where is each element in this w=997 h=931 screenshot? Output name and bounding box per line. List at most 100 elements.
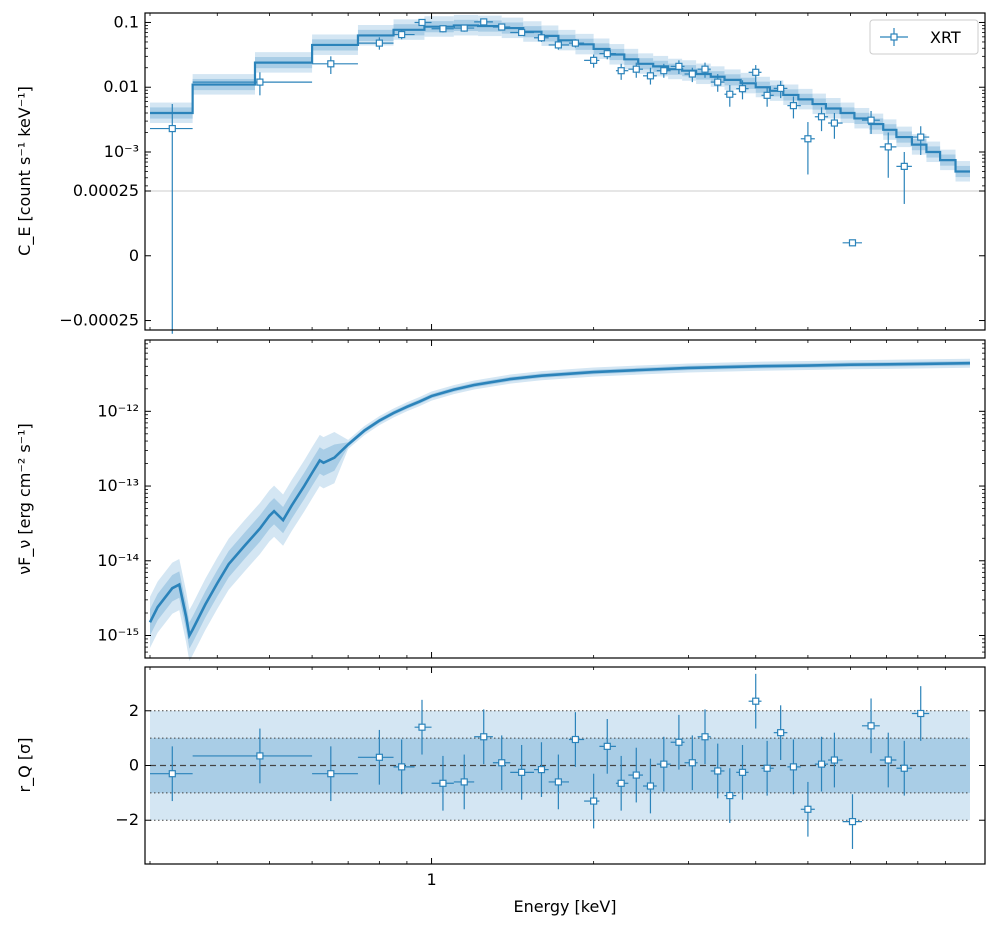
data-marker	[554, 778, 562, 786]
residual-data-point	[192, 728, 313, 784]
data-marker	[460, 24, 468, 32]
counts-data-point	[773, 80, 788, 99]
data-marker	[256, 78, 264, 86]
data-marker	[537, 766, 546, 774]
counts-data-point	[584, 54, 600, 68]
data-marker	[418, 723, 426, 731]
data-marker	[900, 162, 908, 170]
data-marker	[168, 770, 176, 778]
data-marker	[327, 770, 335, 778]
data-marker	[726, 791, 734, 800]
data-marker	[867, 722, 875, 730]
counts-y-axis-label: C_E [count s⁻¹ keV⁻¹]	[15, 86, 35, 256]
data-marker	[738, 85, 747, 93]
data-marker	[590, 797, 598, 805]
counts-data-point	[896, 152, 912, 204]
data-marker	[537, 34, 546, 42]
counts-y-tick-label: 10⁻³	[104, 142, 139, 161]
counts-data-point	[724, 85, 737, 107]
counts-data-point	[357, 37, 394, 50]
data-marker	[884, 143, 892, 151]
data-marker	[632, 771, 640, 779]
legend: XRT	[869, 19, 979, 55]
data-marker	[752, 68, 760, 76]
residual-data-point	[761, 740, 774, 796]
nufnu-band-outer	[150, 358, 970, 662]
data-marker	[777, 84, 785, 92]
residual-data-point	[357, 729, 394, 785]
counts-y-tick-label: −0.00025	[59, 311, 139, 330]
counts-data-point	[787, 96, 801, 119]
residual-data-point	[724, 768, 737, 823]
nufnu-band-inner	[150, 361, 970, 649]
data-marker	[646, 72, 655, 80]
residuals-panel-frame	[144, 666, 986, 865]
nufnu-y-tick-label: 10⁻¹⁴	[97, 551, 139, 570]
counts-data-point	[393, 30, 415, 40]
residual-data-point	[615, 755, 629, 811]
residual-data-point	[628, 747, 643, 803]
data-marker	[804, 135, 812, 143]
residual-data-point	[568, 712, 585, 767]
residual-data-point	[642, 758, 657, 814]
data-marker	[714, 78, 722, 86]
data-marker	[646, 782, 655, 790]
residual-data-point	[656, 736, 671, 792]
data-marker	[498, 23, 506, 31]
data-marker	[660, 760, 668, 768]
residual-data-point	[670, 714, 685, 770]
data-marker	[867, 116, 875, 124]
counts-data-point	[492, 23, 511, 31]
data-marker	[777, 729, 785, 737]
counts-data-point	[599, 48, 616, 60]
data-marker	[900, 764, 908, 772]
counts-data-point	[474, 18, 493, 26]
counts-data-point	[414, 18, 432, 27]
counts-data-point	[534, 34, 549, 42]
data-marker	[439, 779, 447, 787]
residual-data-point	[787, 739, 801, 795]
data-marker	[554, 41, 562, 49]
residual-data-point	[800, 781, 815, 837]
counts-data-point	[628, 62, 643, 78]
residuals-y-tick-label: 0	[129, 756, 139, 775]
nufnu-y-tick-label: 10⁻¹⁵	[97, 626, 139, 645]
counts-data-point	[615, 63, 629, 80]
residuals-y-tick-label: 2	[129, 701, 139, 720]
residual-data-point	[896, 740, 912, 796]
data-marker	[789, 102, 798, 110]
data-marker	[398, 763, 406, 771]
residuals-y-axis-label: r_Q [σ]	[15, 738, 35, 793]
counts-data-point	[150, 104, 193, 334]
residual-data-point	[474, 709, 493, 765]
residuals-panel: 2 0 −2 1 r_Q [σ] Energy [keV]	[15, 666, 986, 916]
counts-y-tick-label: 0.00025	[73, 181, 139, 200]
data-marker	[603, 742, 611, 750]
residual-data-point	[814, 736, 829, 792]
data-marker	[714, 767, 722, 775]
counts-data-point	[697, 62, 711, 78]
counts-y-tick-label: 0.01	[103, 77, 139, 96]
data-marker	[675, 738, 683, 746]
data-marker	[848, 817, 857, 826]
counts-data-point	[911, 126, 930, 155]
data-marker	[590, 56, 598, 64]
counts-data-point	[710, 74, 725, 92]
data-marker	[763, 764, 771, 772]
nufnu-y-tick-label: 10⁻¹³	[97, 476, 139, 495]
residual-data-point	[414, 699, 432, 755]
residual-data-point	[879, 732, 897, 788]
data-marker	[632, 65, 640, 73]
counts-data-point	[684, 67, 698, 83]
data-marker	[675, 62, 683, 70]
counts-data-point	[642, 67, 657, 85]
data-marker	[480, 733, 488, 741]
data-marker	[726, 90, 734, 98]
counts-data-point	[842, 239, 862, 247]
residual-data-point	[548, 754, 569, 810]
data-marker	[439, 25, 447, 33]
data-marker	[701, 65, 709, 73]
data-marker	[660, 67, 668, 75]
counts-data-point	[670, 60, 685, 75]
